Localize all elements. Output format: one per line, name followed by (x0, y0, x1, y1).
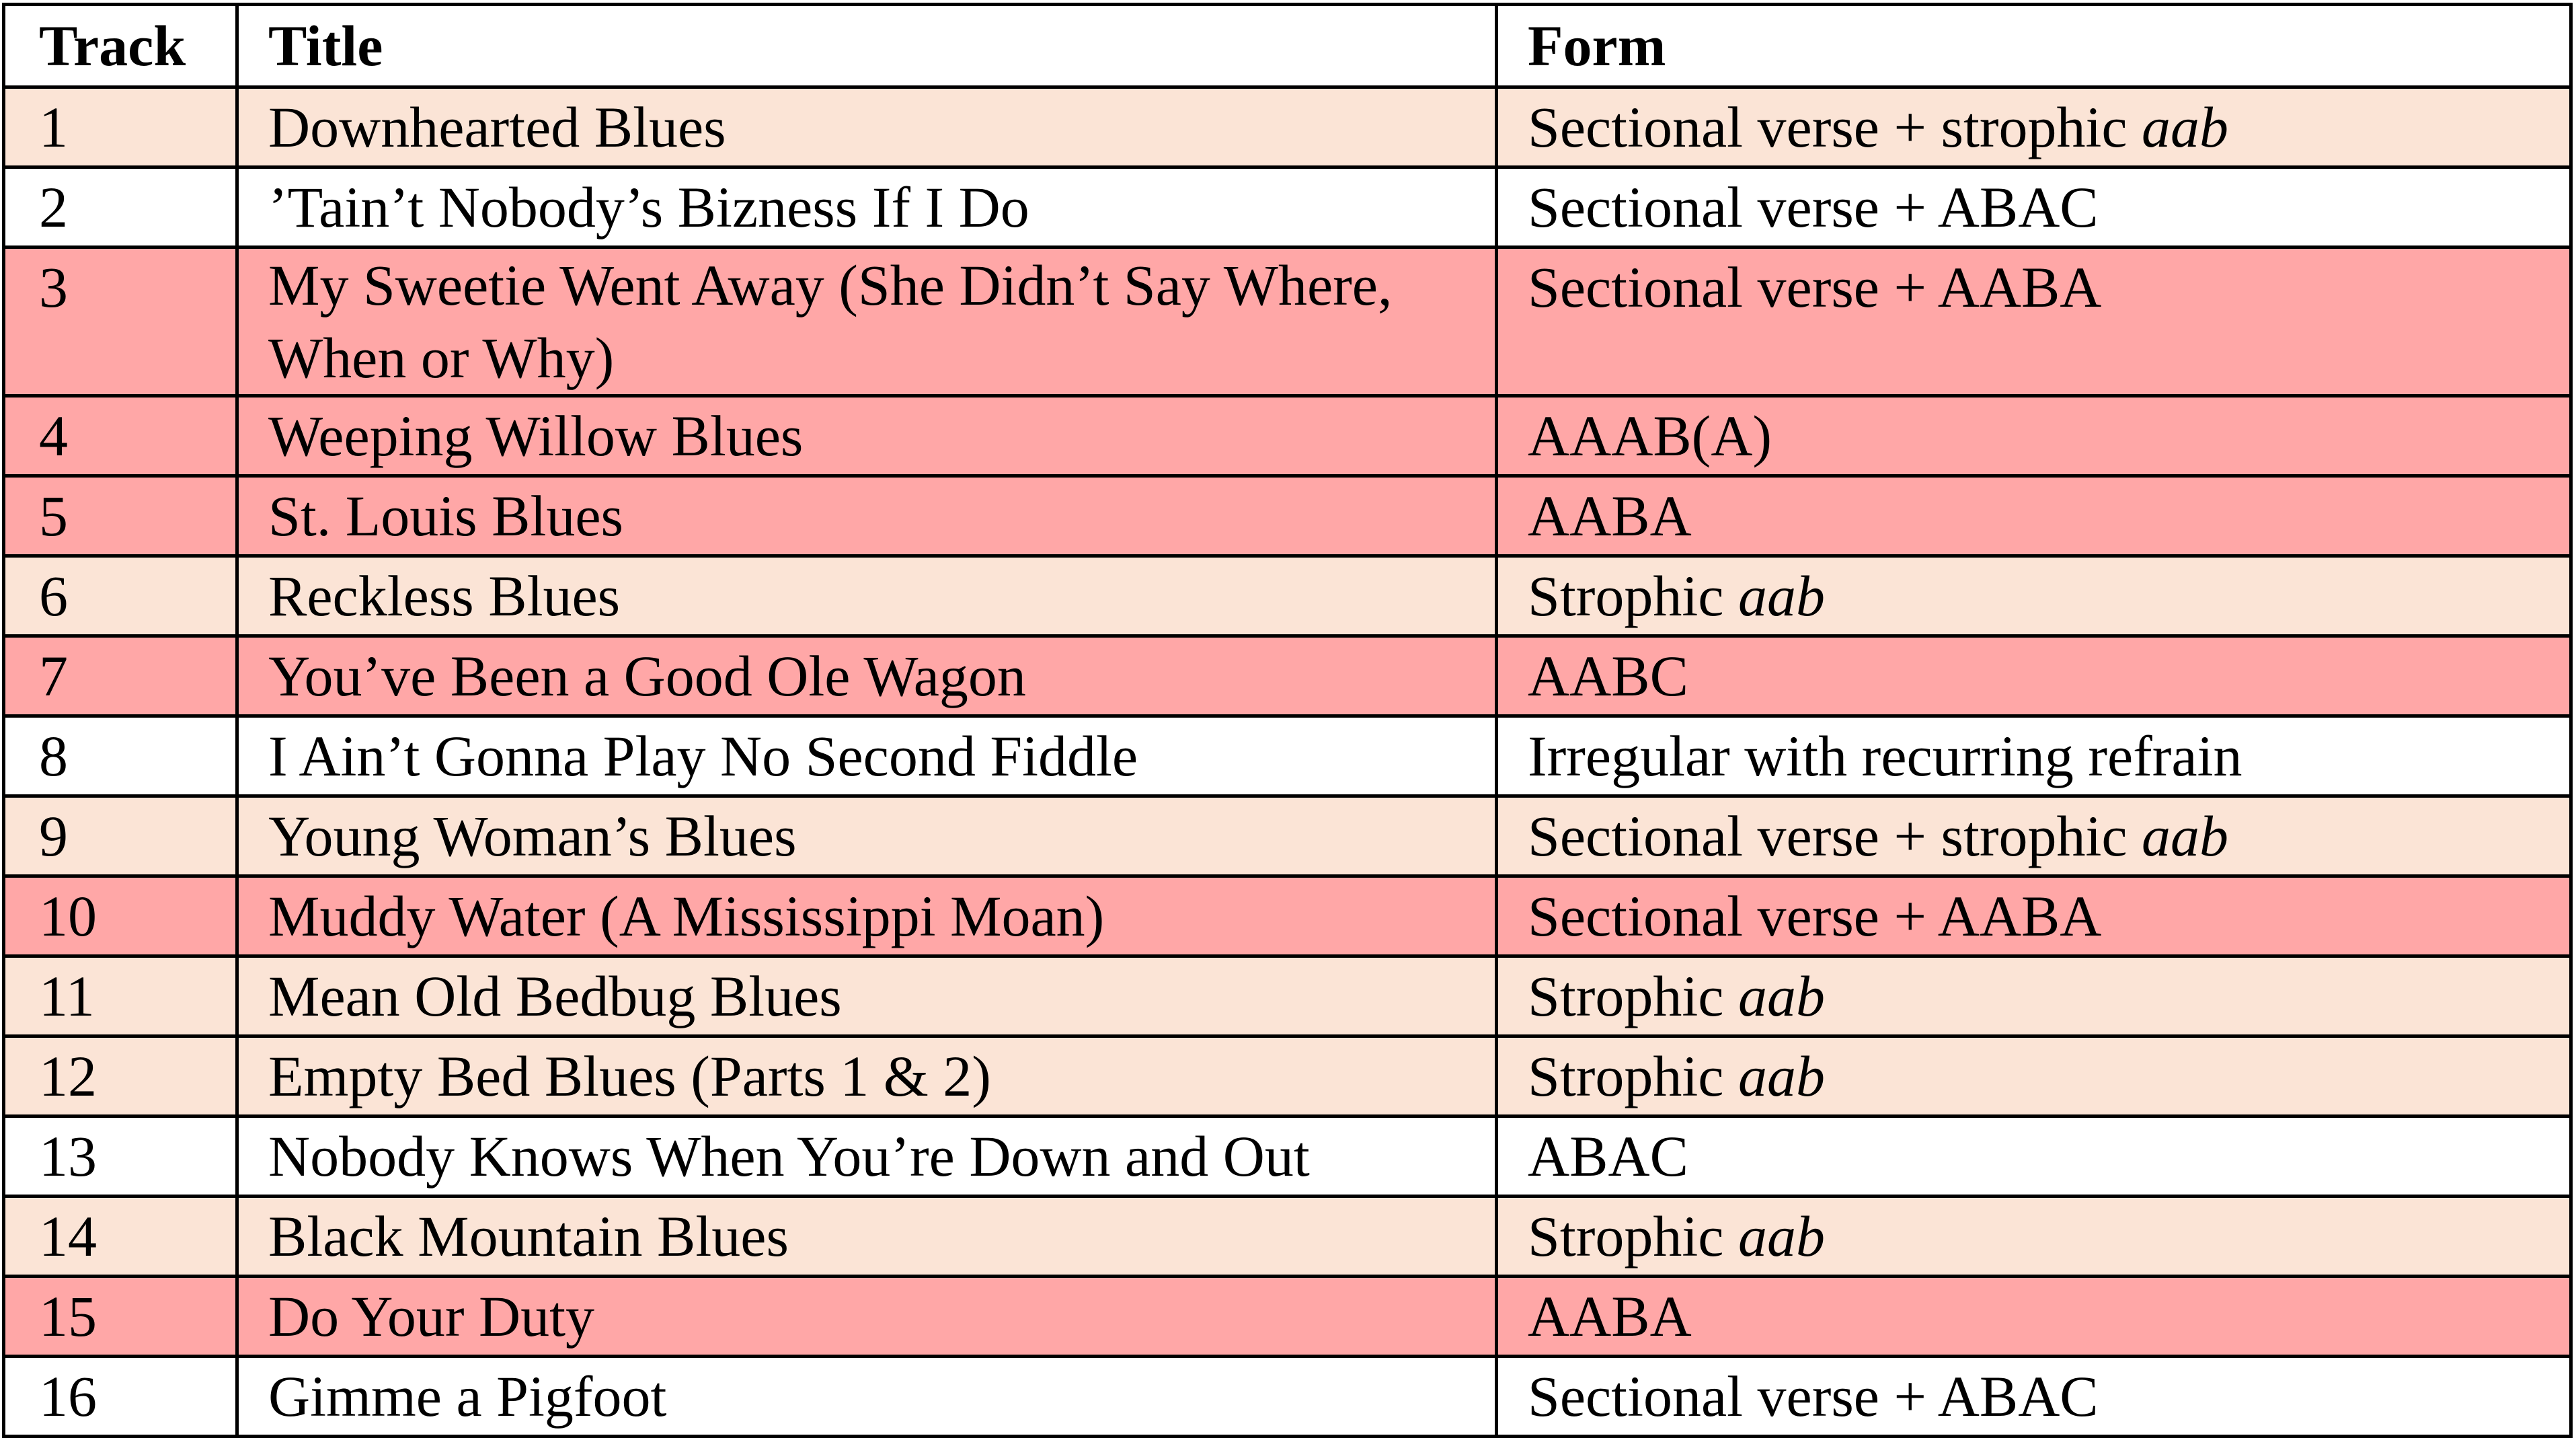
form-cell: Strophic aab (1495, 1195, 2573, 1278)
track-cell: 9 (2, 794, 239, 878)
title-cell: Reckless Blues (235, 554, 1498, 638)
table-row: 16 Gimme a Pigfoot Sectional verse + ABAC (2, 1355, 2573, 1438)
title-cell: Weeping Willow Blues (235, 394, 1498, 478)
form-text: Sectional verse + strophic (1528, 95, 2142, 159)
title-cell: Young Woman’s Blues (235, 794, 1498, 878)
table-row: 14 Black Mountain Blues Strophic aab (2, 1195, 2573, 1278)
form-text: Strophic (1528, 1204, 1738, 1269)
track-cell: 16 (2, 1355, 239, 1438)
form-italic-text: aab (1738, 1044, 1825, 1108)
form-cell: ABAC (1495, 1114, 2573, 1198)
track-cell: 3 (2, 245, 239, 398)
header-title: Title (235, 3, 1498, 89)
table-row: 10 Muddy Water (A Mississippi Moan) Sectio… (2, 874, 2573, 958)
form-text: AABA (1528, 484, 1692, 548)
tracks-table: Track Title Form 1 Downhearted Blues Secti… (2, 3, 2573, 1438)
track-cell: 8 (2, 714, 239, 798)
track-cell: 1 (2, 85, 239, 169)
track-cell: 13 (2, 1114, 239, 1198)
title-cell: Empty Bed Blues (Parts 1 & 2) (235, 1034, 1498, 1118)
table-row: 7 You’ve Been a Good Ole Wagon AABC (2, 634, 2573, 718)
title-cell: My Sweetie Went Away (She Didn’t Say Whe… (235, 245, 1498, 398)
form-cell: Strophic aab (1495, 954, 2573, 1038)
form-cell: Sectional verse + strophic aab (1495, 794, 2573, 878)
header-row: Track Title Form (2, 3, 2573, 89)
table-row: 6 Reckless Blues Strophic aab (2, 554, 2573, 638)
form-cell: Sectional verse + AABA (1495, 245, 2573, 398)
track-cell: 4 (2, 394, 239, 478)
track-cell: 5 (2, 474, 239, 558)
form-cell: Irregular with recurring refrain (1495, 714, 2573, 798)
form-cell: Strophic aab (1495, 1034, 2573, 1118)
title-cell: ’Tain’t Nobody’s Bizness If I Do (235, 165, 1498, 249)
title-cell: St. Louis Blues (235, 474, 1498, 558)
form-text: Strophic (1528, 1044, 1738, 1108)
track-cell: 15 (2, 1275, 239, 1358)
form-cell: AABA (1495, 474, 2573, 558)
title-cell: Black Mountain Blues (235, 1195, 1498, 1278)
table-row: 9 Young Woman’s Blues Sectional verse + st… (2, 794, 2573, 878)
title-cell: Muddy Water (A Mississippi Moan) (235, 874, 1498, 958)
form-italic-text: aab (1738, 964, 1825, 1028)
form-cell: AAAB(A) (1495, 394, 2573, 478)
track-cell: 12 (2, 1034, 239, 1118)
form-text: AABC (1528, 644, 1688, 708)
header-form: Form (1495, 3, 2573, 89)
table-row: 11 Mean Old Bedbug Blues Strophic aab (2, 954, 2573, 1038)
table-row: 1 Downhearted Blues Sectional verse + stro… (2, 85, 2573, 169)
form-italic-text: aab (1738, 1204, 1825, 1269)
table-row: 2 ’Tain’t Nobody’s Bizness If I Do Section… (2, 165, 2573, 249)
form-cell: Sectional verse + AABA (1495, 874, 2573, 958)
form-cell: AABA (1495, 1275, 2573, 1358)
table-row: 15 Do Your Duty AABA (2, 1275, 2573, 1358)
track-cell: 7 (2, 634, 239, 718)
title-cell: Nobody Knows When You’re Down and Out (235, 1114, 1498, 1198)
form-text: Irregular with recurring refrain (1528, 724, 2242, 788)
header-track: Track (2, 3, 239, 89)
table-row: 12 Empty Bed Blues (Parts 1 & 2) Strophic … (2, 1034, 2573, 1118)
form-text: Sectional verse + ABAC (1528, 175, 2099, 239)
form-text: Sectional verse + AABA (1528, 255, 2102, 319)
form-italic-text: aab (2142, 95, 2229, 159)
track-cell: 6 (2, 554, 239, 638)
form-italic-text: aab (2142, 804, 2229, 868)
track-cell: 14 (2, 1195, 239, 1278)
table-row: 4 Weeping Willow Blues AAAB(A) (2, 394, 2573, 478)
form-text: Sectional verse + AABA (1528, 884, 2102, 948)
track-cell: 10 (2, 874, 239, 958)
title-cell: I Ain’t Gonna Play No Second Fiddle (235, 714, 1498, 798)
form-italic-text: aab (1738, 564, 1825, 628)
form-text: Sectional verse + strophic (1528, 804, 2142, 868)
form-text: AABA (1528, 1284, 1692, 1349)
title-cell: Downhearted Blues (235, 85, 1498, 169)
form-cell: Sectional verse + ABAC (1495, 1355, 2573, 1438)
form-cell: Sectional verse + strophic aab (1495, 85, 2573, 169)
form-cell: AABC (1495, 634, 2573, 718)
form-text: AAAB(A) (1528, 404, 1772, 468)
title-cell: You’ve Been a Good Ole Wagon (235, 634, 1498, 718)
form-text: Sectional verse + ABAC (1528, 1364, 2099, 1429)
title-cell: Gimme a Pigfoot (235, 1355, 1498, 1438)
form-cell: Strophic aab (1495, 554, 2573, 638)
table-row: 3 My Sweetie Went Away (She Didn’t Say Wh… (2, 245, 2573, 398)
form-cell: Sectional verse + ABAC (1495, 165, 2573, 249)
form-text: Strophic (1528, 564, 1738, 628)
track-cell: 2 (2, 165, 239, 249)
table-row: 13 Nobody Knows When You’re Down and Out A… (2, 1114, 2573, 1198)
form-text: ABAC (1528, 1124, 1688, 1188)
track-cell: 11 (2, 954, 239, 1038)
title-cell: Do Your Duty (235, 1275, 1498, 1358)
title-cell: Mean Old Bedbug Blues (235, 954, 1498, 1038)
table-row: 5 St. Louis Blues AABA (2, 474, 2573, 558)
form-text: Strophic (1528, 964, 1738, 1028)
